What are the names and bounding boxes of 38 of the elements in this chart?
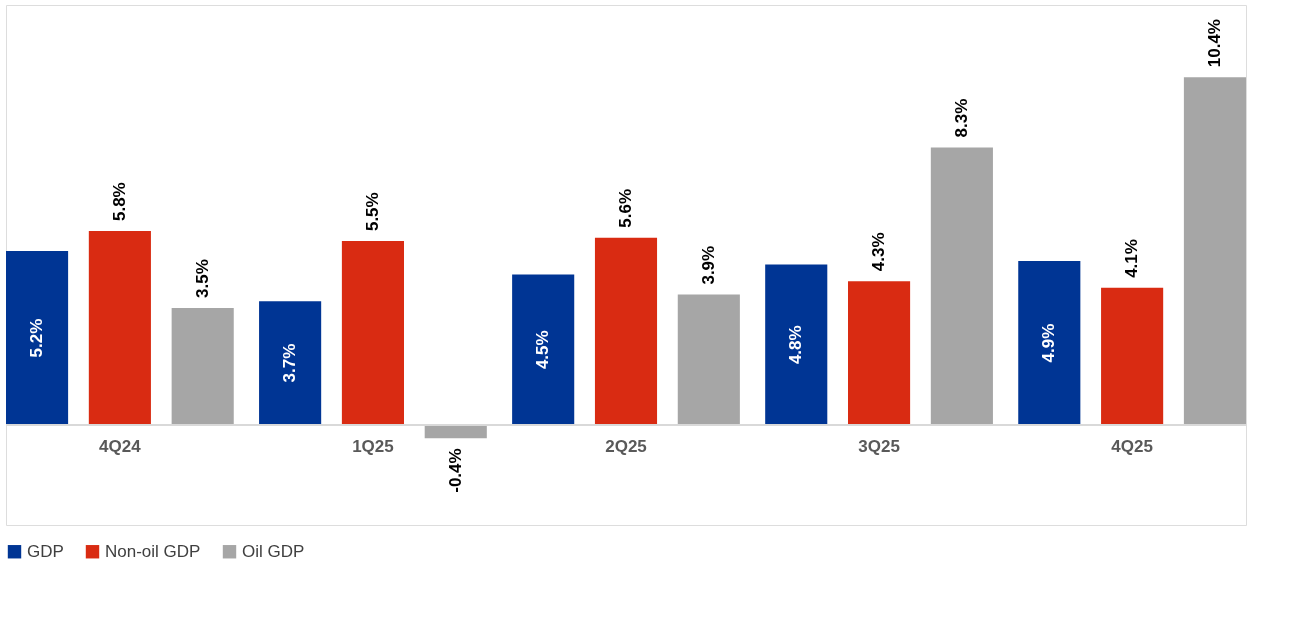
data-label: 10.4% — [1204, 19, 1224, 68]
bar — [6, 251, 69, 425]
data-label: -0.4% — [445, 448, 465, 493]
bar — [1018, 261, 1081, 425]
bar — [171, 307, 234, 425]
bar — [677, 294, 740, 425]
bar — [341, 241, 404, 425]
data-label: 5.5% — [362, 192, 382, 232]
data-label: 4.1% — [1122, 239, 1142, 278]
data-label: 4.5% — [533, 330, 553, 370]
legend-label: Non-oil GDP — [105, 541, 201, 561]
x-tick-label: 4Q25 — [1111, 437, 1153, 457]
bar — [765, 264, 828, 425]
x-tick-label: 4Q24 — [99, 437, 142, 457]
data-label: 5.6% — [616, 188, 635, 228]
x-tick-label: 2Q25 — [605, 437, 647, 457]
legend-label: Oil GDP — [242, 541, 305, 561]
data-label: 4.9% — [1039, 323, 1059, 363]
bar — [88, 231, 151, 425]
data-label: 3.9% — [698, 245, 718, 285]
bar — [1101, 287, 1164, 425]
bar — [424, 424, 487, 439]
bar — [512, 274, 575, 425]
data-label: 8.3% — [951, 98, 971, 138]
data-label: 3.5% — [192, 259, 212, 298]
x-tick-label: 1Q25 — [352, 437, 394, 457]
data-label: 4.8% — [786, 325, 806, 365]
data-label: 4.3% — [869, 232, 889, 272]
bar — [259, 301, 322, 425]
legend-label: GDP — [27, 541, 64, 561]
data-label: 5.2% — [27, 318, 47, 358]
bar — [594, 237, 658, 425]
bar — [848, 281, 911, 425]
bar — [1183, 77, 1246, 425]
data-label: 3.7% — [280, 343, 300, 383]
data-label: 5.8% — [109, 182, 129, 222]
bar — [930, 147, 993, 425]
x-tick-label: 3Q25 — [858, 437, 900, 457]
